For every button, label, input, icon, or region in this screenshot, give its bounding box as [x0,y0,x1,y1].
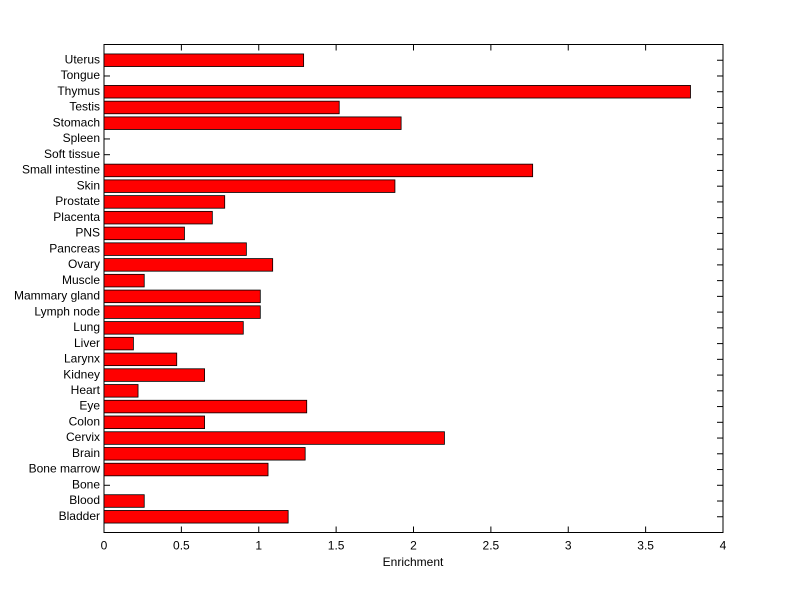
y-tick-label: Mammary gland [14,289,100,303]
x-tick-label: 2 [410,539,417,553]
x-tick-label: 3 [565,539,572,553]
y-tick-label: Placenta [53,210,100,224]
bar [103,116,402,130]
x-tick-label: 1.5 [328,539,345,553]
bar [103,384,139,398]
bar [103,447,306,461]
bar [103,462,269,477]
bar [103,431,445,445]
y-tick-label: Pancreas [49,241,100,255]
y-tick-label: Ovary [68,257,100,271]
y-tick-label: Bone marrow [29,462,101,476]
y-tick-label: Skin [77,178,100,192]
bar [103,258,274,272]
bar [103,494,145,508]
y-tick-label: Prostate [55,194,100,208]
bar [103,163,534,178]
x-tick-label: 0 [101,539,108,553]
bar [103,179,396,193]
y-tick-label: Spleen [63,131,100,145]
y-tick-label: PNS [75,226,100,240]
bar [103,100,340,115]
y-tick-label: Eye [79,399,100,413]
bar [103,305,261,319]
bar [103,289,261,304]
y-tick-label: Lymph node [34,304,100,318]
x-tick-label: 2.5 [483,539,500,553]
bar [103,85,691,99]
x-axis-label: Enrichment [383,555,444,569]
y-tick-label: Brain [72,446,100,460]
bar [103,415,205,430]
x-tick-label: 0.5 [173,539,190,553]
y-tick-label: Soft tissue [44,147,100,161]
y-tick-label: Liver [74,336,100,350]
x-tick-label: 1 [255,539,262,553]
bar [103,368,205,382]
bar [103,210,213,225]
bar [103,226,185,241]
y-tick-label: Larynx [64,352,100,366]
y-tick-label: Testis [69,100,100,114]
y-tick-label: Muscle [62,273,100,287]
y-tick-label: Bladder [59,509,100,523]
bar [103,273,145,288]
y-tick-label: Lung [73,320,100,334]
bar [103,510,289,524]
y-tick-label: Small intestine [22,163,100,177]
y-tick-label: Cervix [66,430,100,444]
bar [103,53,305,67]
x-tick-label: 3.5 [637,539,654,553]
y-tick-label: Blood [69,493,100,507]
bar [103,321,244,335]
y-tick-label: Uterus [65,52,100,66]
x-tick-label: 4 [720,539,727,553]
y-tick-label: Colon [69,414,100,428]
y-tick-label: Stomach [53,115,100,129]
bar [103,352,178,367]
y-tick-label: Thymus [57,84,100,98]
bar [103,399,308,414]
y-tick-label: Heart [71,383,101,397]
y-tick-label: Bone [72,477,100,491]
bar [103,195,226,209]
bar [103,242,247,256]
y-tick-label: Kidney [63,367,100,381]
bar [103,336,134,351]
y-tick-label: Tongue [61,68,101,82]
